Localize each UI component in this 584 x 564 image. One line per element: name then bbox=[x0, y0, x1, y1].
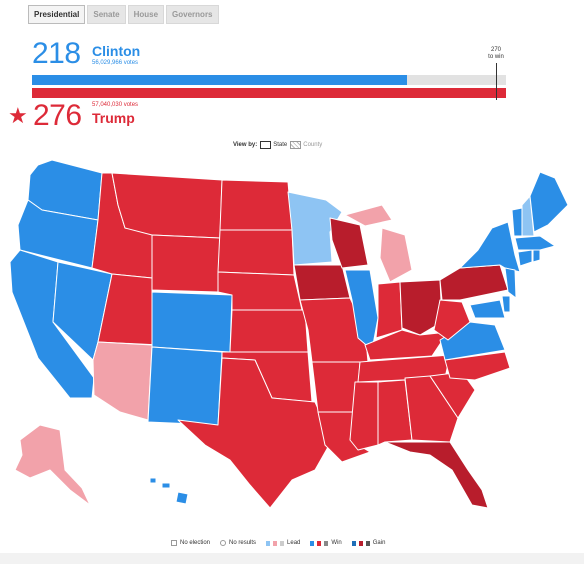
state-new-york[interactable] bbox=[459, 221, 521, 273]
state-pennsylvania[interactable] bbox=[439, 264, 509, 301]
legend-lead-label: Lead bbox=[287, 540, 301, 546]
other-win-swatch bbox=[324, 540, 329, 546]
win-threshold-marker bbox=[496, 63, 497, 100]
state-north-dakota[interactable] bbox=[219, 179, 293, 231]
view-by-label: View by: bbox=[233, 142, 258, 148]
state-connecticut[interactable] bbox=[517, 249, 533, 267]
legend-lead: Lead bbox=[266, 540, 300, 546]
bottom-strip bbox=[0, 553, 584, 564]
win-threshold-text: to win bbox=[488, 54, 504, 60]
state-alaska[interactable] bbox=[14, 424, 91, 506]
state-georgia[interactable] bbox=[404, 375, 459, 443]
state-vermont[interactable] bbox=[511, 207, 523, 237]
view-by-state-option[interactable]: State bbox=[260, 141, 287, 149]
state-kansas[interactable] bbox=[229, 309, 309, 353]
state-ohio[interactable] bbox=[399, 279, 443, 336]
legend-gain: Gain bbox=[351, 540, 386, 546]
state-south-dakota[interactable] bbox=[217, 229, 295, 276]
state-new-jersey[interactable] bbox=[504, 267, 517, 299]
state-maryland[interactable] bbox=[469, 299, 506, 319]
us-election-map bbox=[9, 159, 569, 509]
view-by-county-option[interactable]: County bbox=[290, 141, 322, 149]
legend-no-election-label: No election bbox=[180, 540, 211, 546]
trump-bar-fill bbox=[32, 88, 506, 98]
winner-star-icon: ★ bbox=[8, 103, 28, 128]
clinton-bar-track bbox=[32, 75, 506, 85]
legend-win-label: Win bbox=[331, 540, 342, 546]
trump-bar-track bbox=[32, 88, 506, 98]
state-maine[interactable] bbox=[529, 171, 569, 233]
clinton-electoral-count: 218 bbox=[32, 37, 81, 70]
state-new-mexico[interactable] bbox=[147, 346, 223, 426]
state-michigan-upper[interactable] bbox=[344, 204, 393, 227]
state-texas[interactable] bbox=[177, 357, 333, 509]
state-north-carolina[interactable] bbox=[444, 351, 511, 381]
state-wisconsin[interactable] bbox=[329, 217, 369, 269]
rep-gain-swatch bbox=[358, 540, 363, 546]
no-election-swatch bbox=[171, 540, 177, 546]
legend-no-results-label: No results bbox=[229, 540, 257, 546]
tab-presidential[interactable]: Presidential bbox=[28, 5, 86, 24]
view-by-toggle: View by: State County bbox=[233, 141, 322, 149]
other-lead-swatch bbox=[280, 540, 285, 546]
clinton-name: Clinton bbox=[92, 43, 141, 59]
state-west-virginia[interactable] bbox=[433, 299, 471, 341]
trump-popular-votes: 57,040,030 votes bbox=[92, 102, 139, 108]
rep-lead-swatch bbox=[273, 540, 278, 546]
state-colorado[interactable] bbox=[151, 291, 233, 353]
state-iowa[interactable] bbox=[293, 264, 351, 301]
rep-win-swatch bbox=[317, 540, 322, 546]
clinton-bar-fill bbox=[32, 75, 407, 85]
state-hawaii-big-island[interactable] bbox=[175, 491, 189, 505]
state-rhode-island[interactable] bbox=[532, 249, 541, 263]
no-results-swatch bbox=[220, 540, 227, 546]
tab-house[interactable]: House bbox=[127, 5, 165, 24]
state-wyoming[interactable] bbox=[151, 234, 221, 293]
win-threshold-label: 270 to win bbox=[484, 47, 508, 61]
state-mississippi[interactable] bbox=[349, 381, 379, 451]
win-threshold-number: 270 bbox=[490, 47, 501, 53]
state-montana[interactable] bbox=[111, 172, 223, 239]
state-hawaii-islands[interactable] bbox=[149, 477, 171, 489]
legend-no-results: No results bbox=[220, 540, 256, 546]
state-delaware[interactable] bbox=[501, 295, 511, 313]
legend-gain-label: Gain bbox=[372, 540, 386, 546]
legend-win: Win bbox=[310, 540, 342, 546]
trump-name: Trump bbox=[92, 110, 135, 126]
clinton-popular-votes: 56,029,966 votes bbox=[92, 60, 139, 66]
map-legend: No election No results Lead Win Gain bbox=[171, 540, 385, 546]
view-by-state-label: State bbox=[273, 142, 288, 148]
legend-no-election: No election bbox=[171, 540, 210, 546]
tab-governors[interactable]: Governors bbox=[166, 5, 219, 24]
state-florida[interactable] bbox=[384, 441, 489, 509]
other-gain-swatch bbox=[365, 540, 370, 546]
state-arizona[interactable] bbox=[92, 341, 153, 421]
dem-gain-swatch bbox=[351, 540, 356, 546]
view-by-county-label: County bbox=[303, 142, 323, 148]
dem-win-swatch bbox=[310, 540, 315, 546]
state-alabama[interactable] bbox=[377, 379, 413, 446]
state-indiana[interactable] bbox=[375, 281, 403, 339]
tab-senate[interactable]: Senate bbox=[87, 5, 126, 24]
state-michigan[interactable] bbox=[379, 227, 413, 283]
state-massachusetts[interactable] bbox=[514, 235, 556, 251]
trump-electoral-count: 276 bbox=[33, 99, 82, 132]
county-view-icon bbox=[290, 141, 302, 149]
state-minnesota[interactable] bbox=[287, 191, 343, 266]
race-tabs: Presidential Senate House Governors bbox=[28, 5, 219, 24]
state-view-icon bbox=[260, 141, 272, 149]
dem-lead-swatch bbox=[266, 540, 271, 546]
